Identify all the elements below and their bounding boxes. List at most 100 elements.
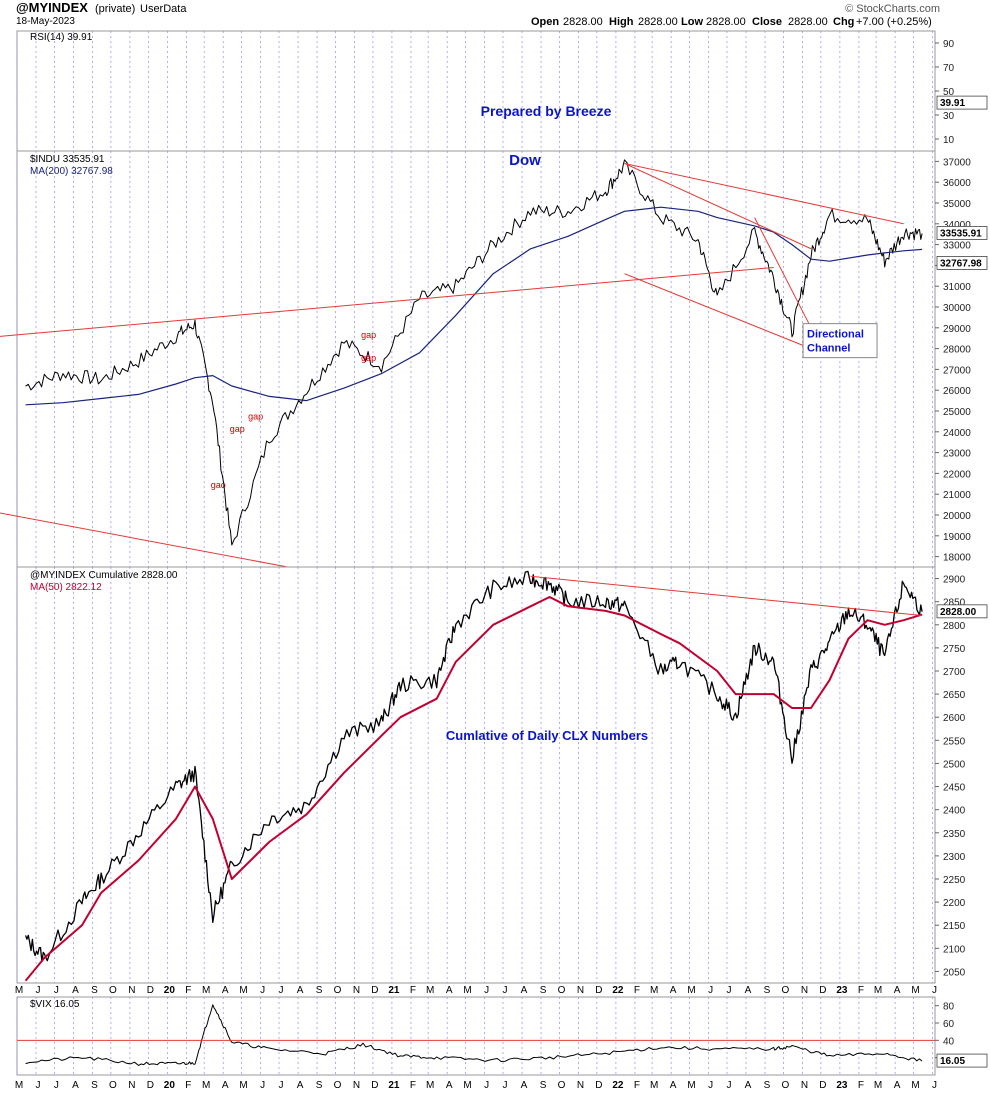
x-axis-label: J <box>708 985 713 996</box>
x-axis-label: 23 <box>836 1080 848 1091</box>
x-axis-label: S <box>764 1080 771 1091</box>
x-axis-label: F <box>185 985 191 996</box>
x-axis-label: O <box>334 1080 342 1091</box>
x-axis-label: O <box>109 1080 117 1091</box>
chart-source: UserData <box>140 3 187 15</box>
y-tick-label: 2500 <box>943 759 966 770</box>
x-axis-label: A <box>745 1080 752 1091</box>
vix-line <box>25 1004 923 1066</box>
dow-annotation: Dow <box>509 152 541 169</box>
x-axis-label: A <box>446 1080 453 1091</box>
ma200-last-value-box <box>936 256 988 270</box>
x-axis-label: M <box>15 1080 23 1091</box>
y-tick-label: 36000 <box>943 178 971 189</box>
directional-channel-label: Channel <box>807 343 850 355</box>
x-axis-labels: M J J A S O N D 20 F M A M J J A S O N D 21 F M A M J J A S O N D 22 F M A M… <box>15 985 937 1091</box>
dow-price-line <box>25 159 923 546</box>
gap-label: gap <box>361 330 376 340</box>
panel-frame <box>16 150 936 568</box>
high-value: 2828.00 <box>638 16 678 28</box>
y-tick-label: 30000 <box>943 303 971 314</box>
x-axis-label: F <box>410 985 416 996</box>
x-axis-label: A <box>670 985 677 996</box>
x-axis-label: A <box>72 985 79 996</box>
x-axis-label: N <box>353 985 360 996</box>
x-axis-label: M <box>874 985 882 996</box>
x-axis-label: A <box>894 1080 901 1091</box>
watermark: © StockCharts.com <box>845 3 940 15</box>
x-axis-label: O <box>782 1080 790 1091</box>
x-axis-label: J <box>260 985 265 996</box>
x-axis-label: 22 <box>612 1080 624 1091</box>
x-axis-label: J <box>279 985 284 996</box>
gap-label: gao <box>211 480 226 490</box>
trendline-top <box>624 162 904 225</box>
x-axis-label: M <box>911 985 919 996</box>
y-tick-label: 2250 <box>943 875 966 886</box>
high-label: High <box>609 16 634 28</box>
trendline-support <box>0 266 774 337</box>
x-axis-label: 21 <box>388 985 400 996</box>
rsi-last-value-box <box>936 95 988 110</box>
x-axis-label: M <box>463 985 471 996</box>
x-axis-label: J <box>726 985 731 996</box>
x-axis-label: D <box>595 985 602 996</box>
x-axis-label: M <box>202 1080 210 1091</box>
x-axis-label: S <box>764 985 771 996</box>
x-axis-label: M <box>911 1080 919 1091</box>
x-axis-label: M <box>239 985 247 996</box>
vix-last-value-box <box>936 1053 988 1068</box>
chg-value: +7.00 (+0.25%) <box>856 16 932 28</box>
x-axis-label: N <box>353 1080 360 1091</box>
cumulative-annotation: Cumlative of Daily CLX Numbers <box>446 728 648 743</box>
dow-ma200-line <box>25 206 923 406</box>
x-axis-label: D <box>819 985 826 996</box>
vix-last-value: 16.05 <box>940 1056 965 1067</box>
y-tick-label: 50 <box>943 87 955 98</box>
x-axis-label: J <box>932 985 937 996</box>
x-axis-label: N <box>128 1080 135 1091</box>
gap-label: gap <box>361 353 376 363</box>
x-axis-label: A <box>72 1080 79 1091</box>
y-tick-label: 27000 <box>943 365 971 376</box>
y-tick-label: 2200 <box>943 898 966 909</box>
chart-symbol: @MYINDEX <box>16 0 88 15</box>
trendline-channel-low <box>624 273 812 350</box>
x-axis-label: J <box>279 1080 284 1091</box>
y-tick-label: 21000 <box>943 490 971 501</box>
ma200-last-value: 32767.98 <box>940 258 982 269</box>
y-tick-label: 34000 <box>943 220 971 231</box>
y-tick-label: 2700 <box>943 667 966 678</box>
x-axis-label: M <box>874 1080 882 1091</box>
x-axis-label: M <box>650 1080 658 1091</box>
y-tick-label: 60 <box>943 1019 955 1030</box>
x-axis-label: A <box>894 985 901 996</box>
x-axis-label: S <box>540 985 547 996</box>
dow-last-value: 33535.91 <box>940 228 982 239</box>
y-tick-label: 2600 <box>943 713 966 724</box>
x-axis-label: A <box>222 1080 229 1091</box>
x-axis-label: O <box>109 985 117 996</box>
y-tick-label: 2100 <box>943 944 966 955</box>
x-axis-label: N <box>577 985 584 996</box>
gap-label: gap <box>248 411 263 421</box>
x-axis-label: A <box>297 1080 304 1091</box>
x-axis-label: M <box>426 1080 434 1091</box>
cumulative-trendline <box>530 575 923 617</box>
y-tick-label: 2450 <box>943 783 966 794</box>
open-label: Open <box>531 16 559 28</box>
y-tick-label: 2300 <box>943 852 966 863</box>
open-value: 2828.00 <box>563 16 603 28</box>
y-tick-label: 30 <box>943 111 955 122</box>
cumulative-last-value: 2828.00 <box>940 607 977 618</box>
y-tick-label: 2050 <box>943 967 966 978</box>
x-axis-label: S <box>316 985 323 996</box>
x-axis-label: M <box>687 1080 695 1091</box>
x-axis-label: J <box>932 1080 937 1091</box>
y-tick-label: 33000 <box>943 241 971 252</box>
prepared-by-annotation: Prepared by Breeze <box>481 103 612 119</box>
y-tick-label: 29000 <box>943 324 971 335</box>
y-tick-label: 24000 <box>943 428 971 439</box>
x-axis-label: 20 <box>164 985 176 996</box>
x-axis-label: A <box>222 985 229 996</box>
